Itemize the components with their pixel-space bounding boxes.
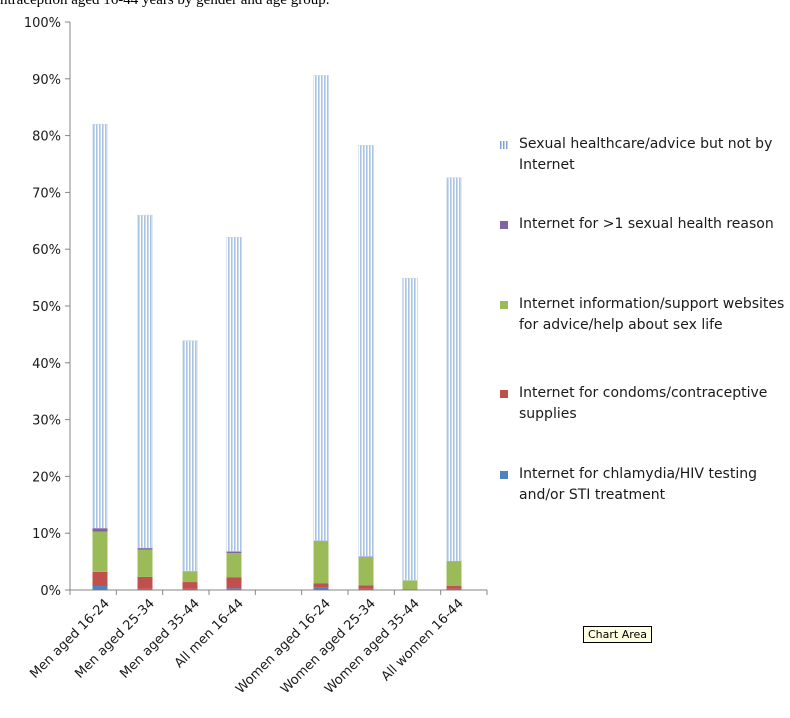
- y-tick-label: 100%: [24, 16, 61, 31]
- bar-stack: [137, 214, 153, 590]
- legend-swatch: [500, 390, 508, 398]
- y-tick-label: 70%: [32, 186, 61, 201]
- chart-area-tooltip: Chart Area: [583, 626, 653, 643]
- x-category-label: Men aged 25-34: [72, 596, 158, 682]
- bar-segment: [402, 589, 418, 590]
- bar-stack: [313, 75, 329, 590]
- y-tick-label: 60%: [32, 243, 61, 258]
- legend-label: Internet for condoms/contraceptive suppl…: [519, 385, 768, 422]
- bar-segment: [226, 588, 242, 590]
- y-tick-label: 80%: [32, 130, 61, 145]
- bar-segment: [226, 553, 242, 578]
- bar-segment: [358, 145, 374, 557]
- bar-segment: [446, 588, 462, 590]
- bar-segment: [92, 123, 108, 529]
- y-tick-label: 90%: [32, 73, 61, 88]
- bar-segment: [92, 528, 108, 532]
- y-tick-label: 50%: [32, 300, 61, 315]
- x-category-label: Men aged 35-44: [117, 596, 203, 682]
- bar-segment: [137, 588, 153, 590]
- bar-segment: [226, 577, 242, 589]
- bar-segment: [182, 571, 198, 572]
- x-category-label: All women 16-44: [379, 596, 467, 684]
- legend-label: Internet information/support websites fo…: [519, 296, 785, 333]
- bar-segment: [182, 582, 198, 589]
- top-caption: ntraception aged 16-44 years by gender a…: [0, 0, 330, 8]
- bar-segment: [182, 588, 198, 590]
- bar-segment: [226, 237, 242, 552]
- bar-segment: [358, 585, 374, 589]
- x-category-label: Men aged 16-24: [27, 596, 113, 682]
- bar-segment: [358, 557, 374, 586]
- bar-segment: [313, 75, 329, 541]
- bar-segment: [137, 214, 153, 549]
- bar-segment: [92, 586, 108, 590]
- y-tick-label: 20%: [32, 470, 61, 485]
- y-tick-label: 40%: [32, 357, 61, 372]
- bar-segment: [446, 561, 462, 587]
- tick-labels: 0% 10% 20% 30% 40% 50% 60% 70% 80% 90% 100% Men age…: [24, 16, 467, 697]
- bar-stack: [182, 340, 198, 590]
- y-tick-label: 10%: [32, 527, 61, 542]
- bar-segment: [137, 549, 153, 577]
- axes: [65, 21, 488, 595]
- legend-swatch: [500, 471, 508, 479]
- bar-segment: [446, 177, 462, 562]
- bars: [92, 75, 462, 590]
- legend-label: Sexual healthcare/advice but not by Inte…: [519, 136, 773, 173]
- bar-segment: [92, 571, 108, 587]
- bar-segment: [358, 556, 374, 558]
- bar-segment: [313, 587, 329, 590]
- legend-swatch: [500, 221, 508, 229]
- legend-label: Internet for >1 sexual health reason: [519, 216, 774, 232]
- legend-label: Internet for chlamydia/HIV testing and/o…: [519, 466, 757, 503]
- bar-stack: [226, 237, 242, 590]
- bar-stack: [402, 277, 418, 590]
- y-tick-label: 30%: [32, 414, 61, 429]
- bar-stack: [446, 177, 462, 590]
- y-tick-label: 0%: [40, 584, 61, 599]
- bar-segment: [92, 531, 108, 572]
- bar-segment: [313, 540, 329, 542]
- bar-stack: [92, 123, 108, 590]
- bar-segment: [402, 277, 418, 581]
- bar-segment: [137, 576, 153, 589]
- legend-swatch: [500, 141, 508, 149]
- bar-segment: [402, 580, 418, 590]
- bar-segment: [446, 561, 462, 562]
- bar-segment: [358, 588, 374, 590]
- bar-segment: [313, 583, 329, 588]
- bar-segment: [446, 586, 462, 589]
- bar-segment: [226, 551, 242, 554]
- bar-stack: [358, 145, 374, 590]
- bar-segment: [137, 547, 153, 550]
- bar-segment: [182, 571, 198, 583]
- bar-segment: [313, 541, 329, 584]
- bar-segment: [182, 340, 198, 572]
- legend-swatch: [500, 301, 508, 309]
